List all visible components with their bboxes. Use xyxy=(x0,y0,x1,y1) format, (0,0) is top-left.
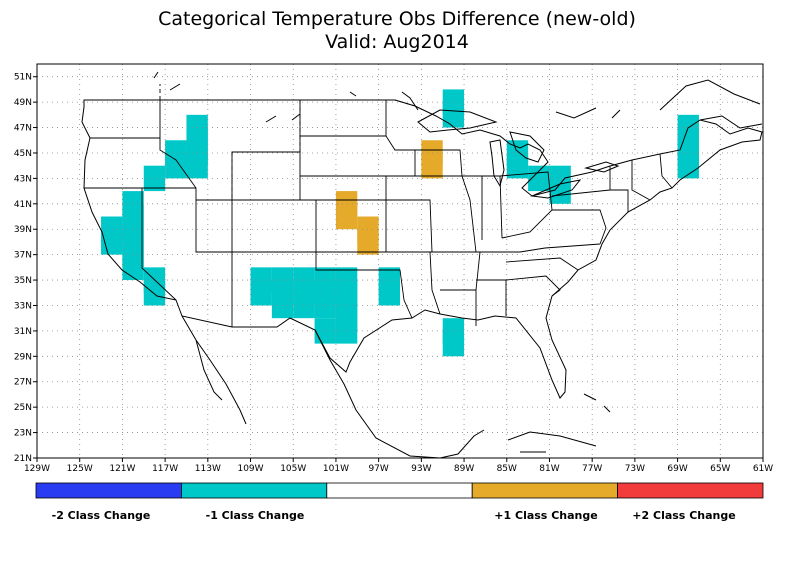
anomaly-cell-minus1 xyxy=(442,102,465,128)
title-line-1: Categorical Temperature Obs Difference (… xyxy=(158,8,636,30)
legend-swatch xyxy=(617,482,764,499)
anomaly-cell-minus1 xyxy=(293,292,315,319)
anomaly-cell-minus1 xyxy=(314,318,336,344)
lat-tick-label: 49N xyxy=(14,98,32,108)
anomaly-cell-minus1 xyxy=(314,292,336,319)
lat-tick-label: 37N xyxy=(14,251,32,261)
legend-swatch xyxy=(326,482,473,499)
lat-tick-label: 25N xyxy=(14,403,32,413)
canada-coast xyxy=(153,71,763,129)
canada-border xyxy=(84,84,416,200)
lat-tick-label: 39N xyxy=(14,225,32,235)
anomaly-cell-minus1 xyxy=(506,152,529,179)
legend-label-minus2: -2 Class Change xyxy=(52,509,151,522)
legend-swatch xyxy=(35,482,182,499)
lat-tick-label: 29N xyxy=(14,352,32,362)
lon-tick-label: 69W xyxy=(667,464,687,474)
lon-tick-label: 65W xyxy=(710,464,730,474)
anomaly-cell-minus1 xyxy=(186,152,208,179)
anomaly-cell-plus1 xyxy=(357,229,379,255)
lon-tick-label: 101W xyxy=(323,464,349,474)
mexico-outline xyxy=(181,315,611,459)
map-background xyxy=(37,64,763,458)
lon-tick-label: 105W xyxy=(280,464,306,474)
lat-tick-label: 41N xyxy=(14,200,32,210)
state-boundaries xyxy=(84,100,673,327)
map-frame xyxy=(36,63,764,459)
anomaly-cell-minus1 xyxy=(122,254,144,281)
lon-tick-label: 117W xyxy=(152,464,178,474)
anomaly-cell-plus1 xyxy=(421,152,443,179)
lat-tick-label: 31N xyxy=(14,327,32,337)
lat-tick-label: 43N xyxy=(14,174,32,184)
lon-tick-label: 125W xyxy=(67,464,93,474)
legend-label-minus1: -1 Class Change xyxy=(206,509,305,522)
lon-tick-label: 113W xyxy=(195,464,221,474)
anomaly-cell-minus1 xyxy=(549,178,571,204)
latitude-labels: 51N 49N 47N 45N 43N 41N 39N 37N 35N 33N 31N 29N 27N 2… xyxy=(14,73,32,464)
lat-tick-label: 27N xyxy=(14,378,32,388)
anomaly-cell-minus1 xyxy=(143,280,166,306)
anomaly-cell-minus1 xyxy=(677,152,699,179)
anomaly-cell-minus1 xyxy=(335,318,358,344)
lon-tick-label: 93W xyxy=(411,464,431,474)
lon-tick-label: 85W xyxy=(497,464,517,474)
lat-tick-label: 33N xyxy=(14,301,32,311)
anomaly-cell-minus1 xyxy=(165,152,187,179)
anomaly-cell-minus1 xyxy=(143,165,166,192)
lat-tick-label: 47N xyxy=(14,124,32,134)
lon-tick-label: 77W xyxy=(582,464,602,474)
legend: -2 Class Change -1 Class Change +1 Class… xyxy=(35,482,764,522)
axis-ticks xyxy=(33,76,764,462)
anomaly-cell-minus1 xyxy=(378,280,400,306)
us-outline xyxy=(81,99,763,399)
legend-swatch xyxy=(471,482,619,499)
legend-label-plus2: +2 Class Change xyxy=(632,509,735,522)
lon-tick-label: 61W xyxy=(753,464,773,474)
legend-label-plus1: +1 Class Change xyxy=(494,509,597,522)
anomaly-cell-plus1 xyxy=(335,203,358,230)
lon-tick-label: 81W xyxy=(539,464,559,474)
lat-tick-label: 51N xyxy=(14,73,32,83)
anomaly-cell-minus1 xyxy=(250,280,272,306)
lon-tick-label: 109W xyxy=(237,464,263,474)
lon-tick-label: 97W xyxy=(368,464,388,474)
anomaly-cell-minus1 xyxy=(442,330,465,357)
map-panel xyxy=(33,63,764,462)
lat-tick-label: 45N xyxy=(14,149,32,159)
lon-tick-label: 89W xyxy=(454,464,474,474)
lon-tick-label: 121W xyxy=(109,464,135,474)
lat-tick-label: 23N xyxy=(14,429,32,439)
lon-tick-label: 129W xyxy=(24,464,50,474)
longitude-labels: 129W 125W 121W 117W 113W 109W 105W 101W 97W 93W 89… xyxy=(24,464,773,474)
lon-tick-label: 73W xyxy=(625,464,645,474)
lat-tick-label: 21N xyxy=(14,454,32,464)
legend-colorbar xyxy=(35,482,764,499)
title-line-2: Valid: Aug2014 xyxy=(325,31,469,53)
lat-tick-label: 35N xyxy=(14,276,32,286)
legend-swatch xyxy=(180,482,328,499)
